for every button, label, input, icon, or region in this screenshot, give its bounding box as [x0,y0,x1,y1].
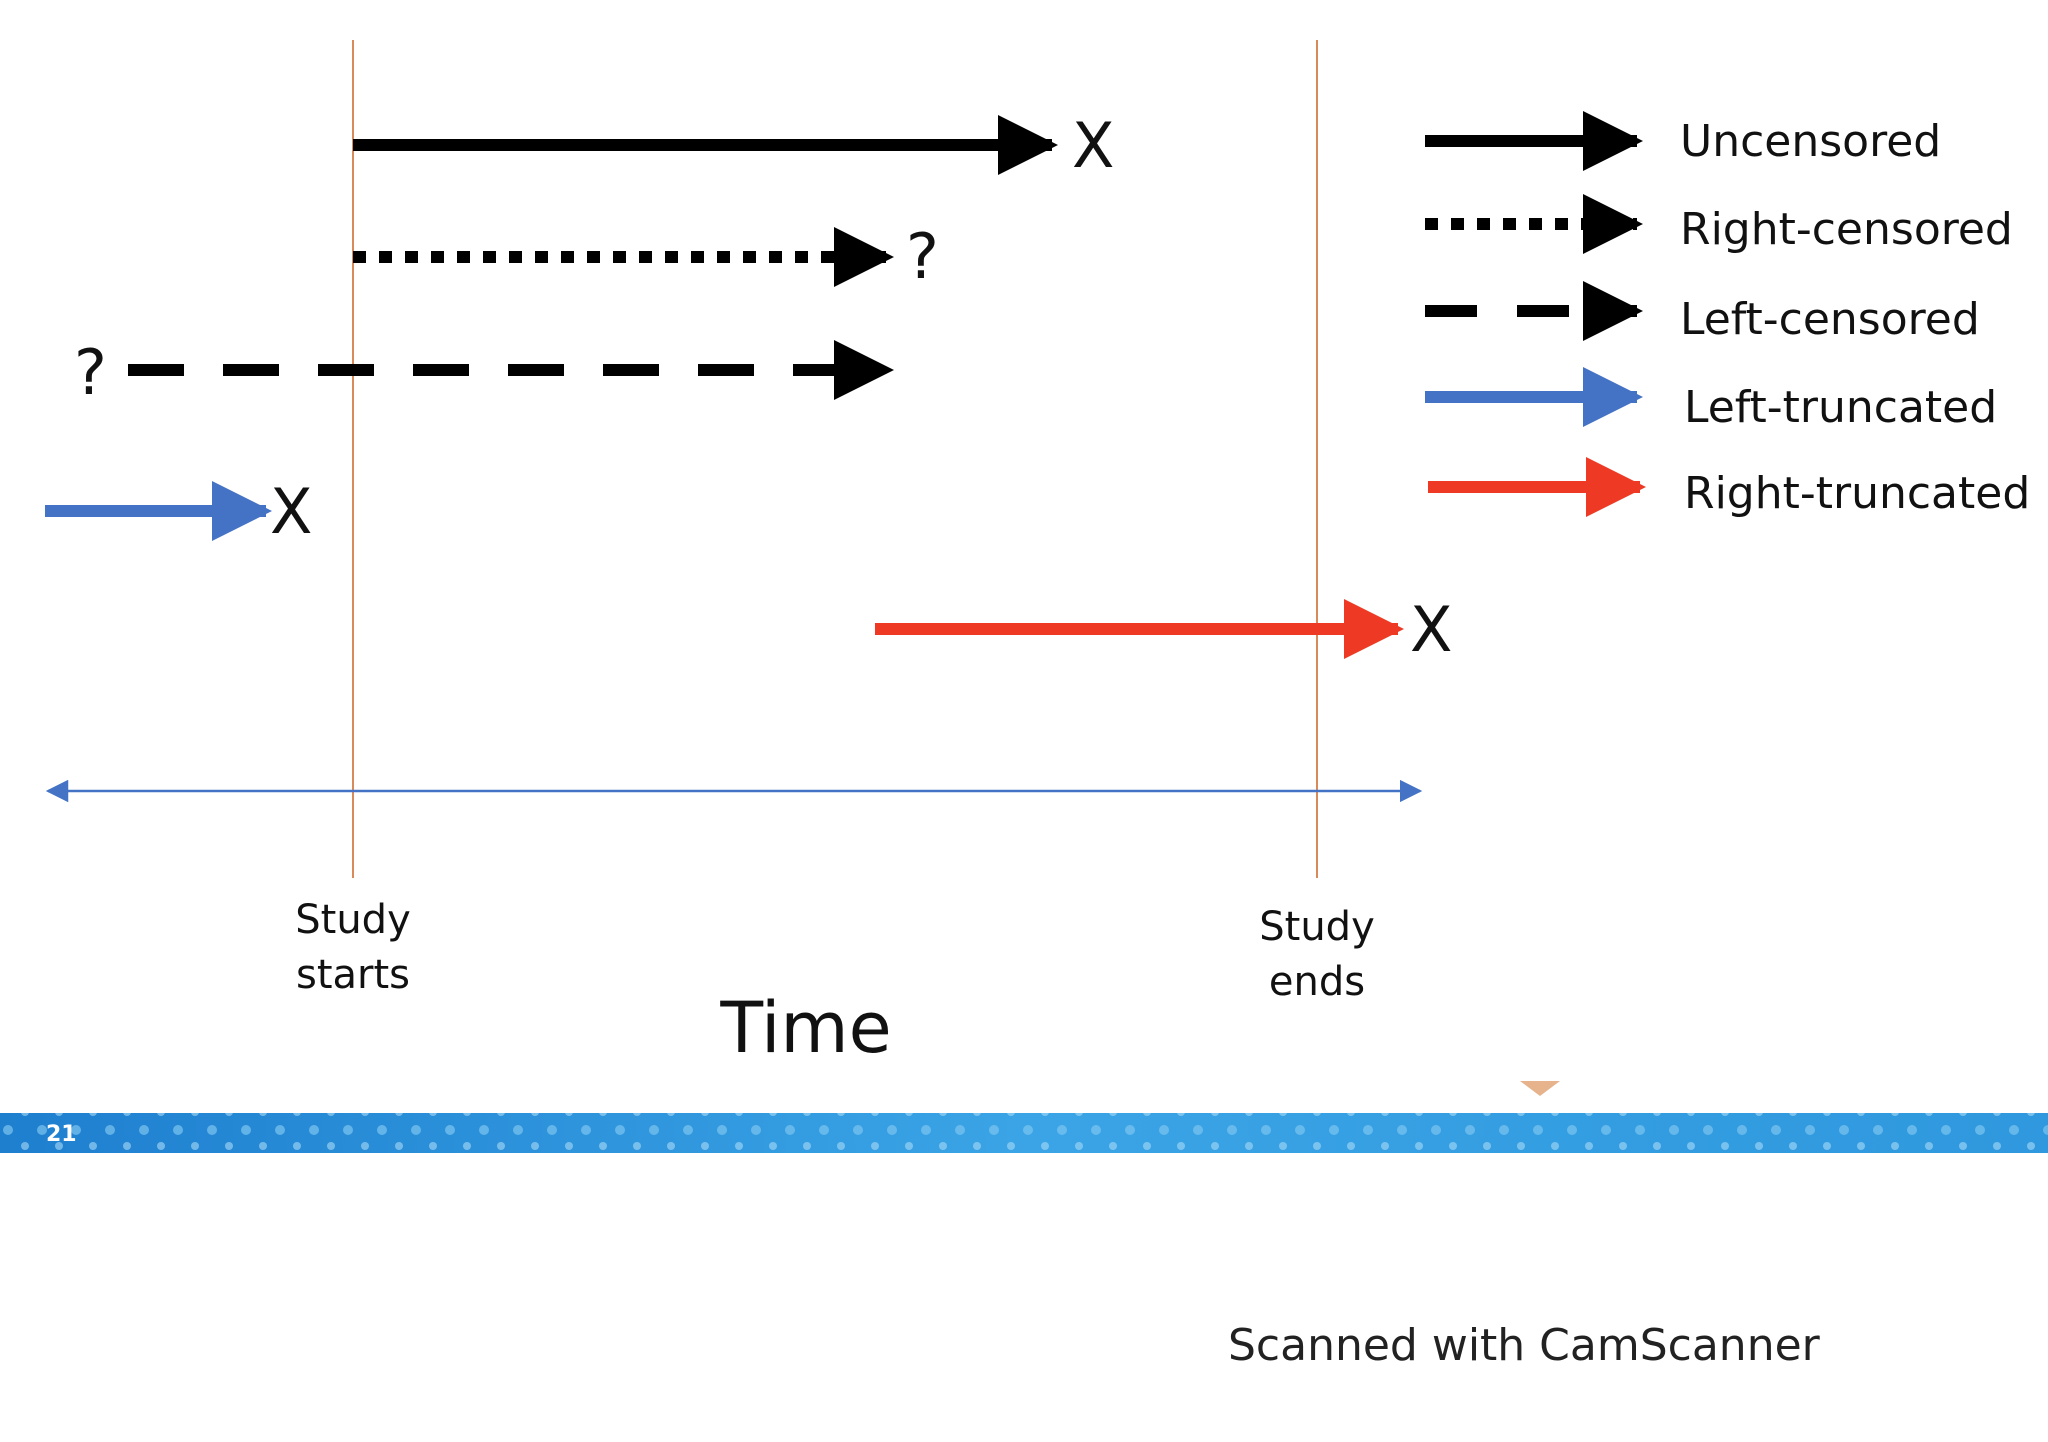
legend-label-left-truncated: Left-truncated [1684,382,1997,433]
legend-label-left-censored: Left-censored [1680,294,1980,345]
time-label: Time [719,987,891,1069]
study-end-label-line2: ends [1269,959,1365,1005]
left-truncated-event-marker: X [270,475,312,548]
legend-label-right-truncated: Right-truncated [1684,468,2030,519]
slide-footer-band: 21 [0,1113,2048,1153]
logo-remnant [1520,1081,1560,1096]
legend-label-uncensored: Uncensored [1680,116,1941,167]
right-truncated-event-marker: X [1410,593,1452,666]
left-censored-unknown-marker: ? [74,336,107,409]
legend-label-right-censored: Right-censored [1680,204,2013,255]
scanner-watermark: Scanned with CamScanner [1228,1320,1821,1371]
right-censored-unknown-marker: ? [906,220,939,293]
uncensored-event-marker: X [1072,109,1114,182]
study-end-label-line1: Study [1259,904,1375,950]
slide-number: 21 [46,1122,77,1147]
study-start-label-line1: Study [295,897,411,943]
legend: Uncensored Right-censored Left-censored … [1425,111,2030,519]
study-start-label-line2: starts [296,952,410,998]
